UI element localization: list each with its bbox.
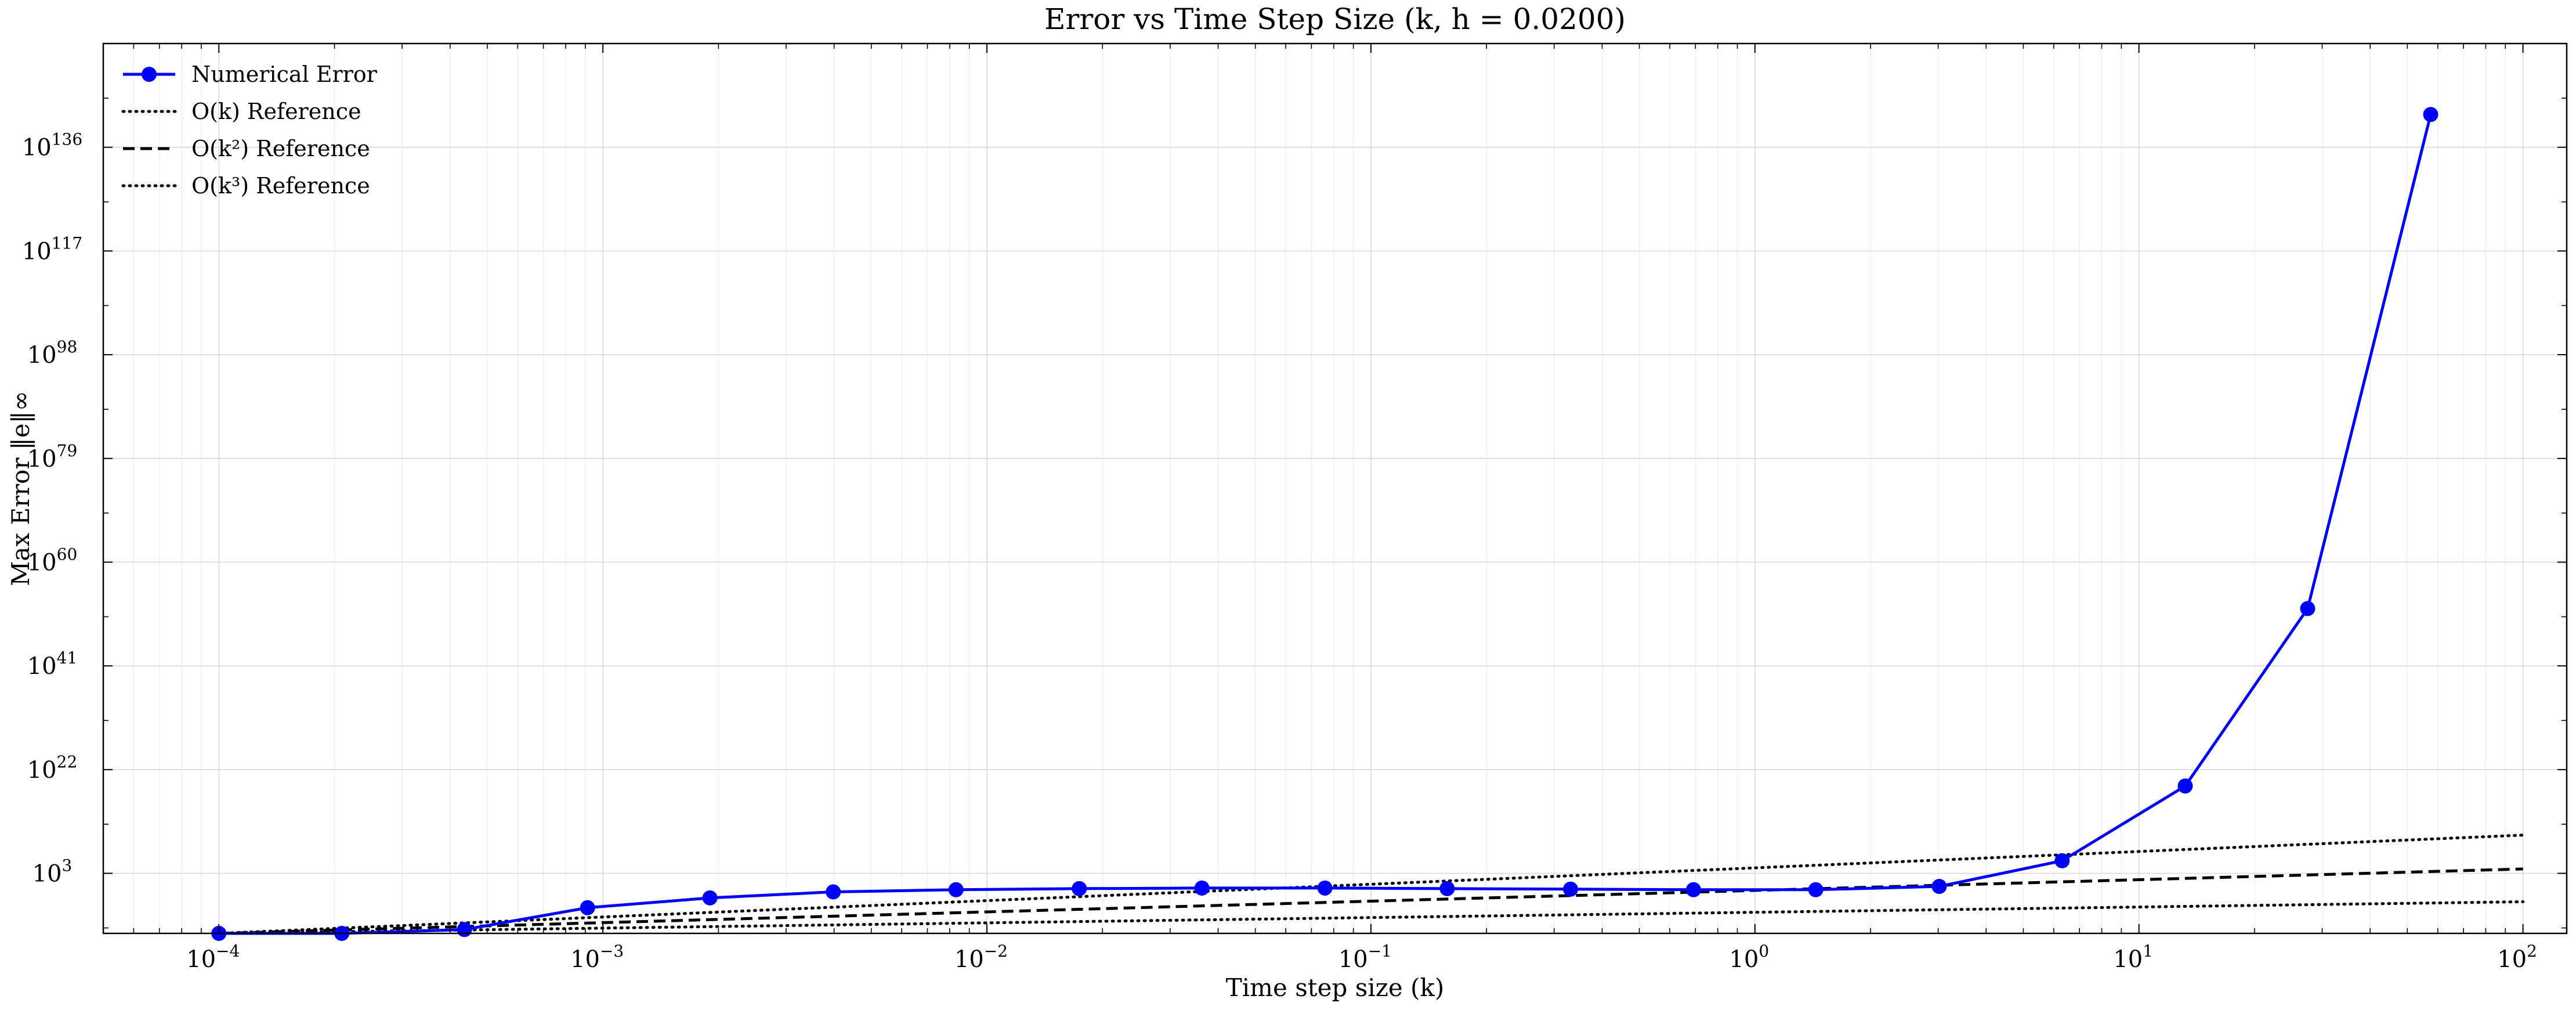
legend-label-3: O(k³) Reference (191, 173, 370, 199)
y-axis-title: Max Error ‖e‖∞ (6, 391, 35, 586)
data-point (1931, 879, 1947, 894)
ticks (103, 44, 2567, 933)
y-tick-label: 1060 (27, 544, 78, 576)
tick-labels: 10−4 10−3 10−2 10−1 100 101 102 103 1022 1041 1060… (22, 130, 2537, 973)
y-tick-label: 10117 (22, 233, 82, 265)
data-point (1072, 881, 1087, 896)
data-point (2300, 601, 2315, 616)
data-point (1685, 882, 1701, 897)
data-point (1439, 881, 1455, 896)
data-point (1194, 880, 1210, 896)
series-line-0 (219, 114, 2432, 935)
legend-marker (142, 67, 157, 82)
data-point (1317, 880, 1333, 896)
grid (103, 44, 2567, 933)
x-tick-label: 10−4 (186, 942, 240, 973)
data-point (702, 890, 718, 906)
legend: Numerical Error O(k) Reference O(k²) Refer… (121, 62, 378, 199)
series-layer (211, 107, 2525, 941)
x-tick-label: 10−3 (570, 942, 624, 973)
y-tick-label: 10136 (22, 130, 82, 161)
data-point (1808, 882, 1824, 897)
series-line-2 (219, 867, 2523, 935)
data-point (2177, 778, 2193, 794)
data-point (2423, 107, 2438, 122)
legend-label-0: Numerical Error (191, 62, 378, 87)
y-tick-label: 1098 (27, 337, 78, 369)
data-point (826, 884, 841, 900)
plot-frame (102, 42, 2568, 935)
series-line-1 (217, 834, 2525, 935)
y-tick-label: 1022 (27, 752, 78, 784)
data-point (948, 882, 964, 897)
x-tick-label: 102 (2497, 942, 2537, 973)
y-tick-label: 1041 (27, 648, 78, 680)
x-tick-label: 10−2 (954, 942, 1008, 973)
data-point (580, 900, 595, 915)
x-tick-label: 100 (1729, 942, 1769, 973)
x-axis-title: Time step size (k) (1226, 973, 1445, 1002)
data-point (2054, 853, 2070, 868)
x-tick-label: 10−1 (1338, 942, 1392, 973)
chart-title: Error vs Time Step Size (k, h = 0.0200) (1044, 2, 1626, 36)
legend-label-2: O(k²) Reference (191, 136, 370, 161)
legend-label-1: O(k) Reference (191, 99, 361, 124)
data-point (457, 922, 472, 937)
data-point (1562, 881, 1578, 897)
x-tick-label: 101 (2113, 942, 2153, 973)
y-tick-label: 103 (32, 856, 73, 888)
y-tick-label: 1079 (27, 441, 78, 472)
